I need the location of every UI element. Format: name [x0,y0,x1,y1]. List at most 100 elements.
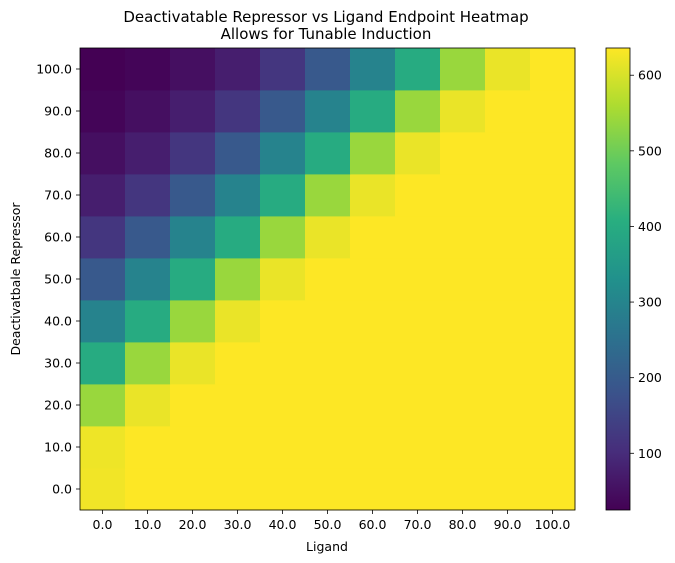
heatmap-cell [170,258,216,301]
heatmap-cell [260,384,306,427]
heatmap-cell [440,174,486,217]
y-tick-label: 90.0 [44,104,72,119]
heatmap-cell [80,342,126,385]
heatmap-cell [260,48,306,91]
heatmap-cell [305,426,351,469]
heatmap-cell [305,468,351,511]
heatmap-cell [170,300,216,343]
heatmap-cell [125,90,171,133]
heatmap-cell [440,258,486,301]
heatmap-cell [395,48,441,91]
heatmap-cell [395,342,441,385]
heatmap-cell [305,300,351,343]
heatmap-cell [350,48,396,91]
heatmap-cell [80,300,126,343]
heatmap-cell [530,216,576,259]
heatmap-cell [530,90,576,133]
colorbar-tick-label: 400 [638,219,662,234]
heatmap-cell [170,426,216,469]
heatmap-cell [170,90,216,133]
x-axis-ticks: 0.0 10.0 20.0 30.0 40.0 50.0 60.0 70.0 80.0 90.0 1… [93,510,570,532]
heatmap-cell [305,48,351,91]
heatmap-cell [260,132,306,175]
heatmap-cell [485,300,531,343]
heatmap-cell [350,468,396,511]
heatmap-cell [440,384,486,427]
heatmap-cell [80,132,126,175]
x-tick-label: 50.0 [314,517,342,532]
x-axis-label: Ligand [306,539,348,554]
y-tick-label: 70.0 [44,188,72,203]
heatmap-cell [80,258,126,301]
heatmap-cell [485,384,531,427]
colorbar-tick-label: 300 [638,295,662,310]
heatmap-cell [260,468,306,511]
heatmap-cell [350,132,396,175]
y-tick-label: 50.0 [44,272,72,287]
heatmap-cell [125,384,171,427]
y-tick-label: 80.0 [44,146,72,161]
heatmap-cell [530,258,576,301]
heatmap-cell [260,90,306,133]
heatmap-cell [260,300,306,343]
y-tick-label: 60.0 [44,230,72,245]
heatmap-cell [350,216,396,259]
heatmap-cell [440,90,486,133]
colorbar-tick-label: 500 [638,143,662,158]
heatmap-cell [215,48,261,91]
heatmap-cell [350,384,396,427]
y-tick-label: 20.0 [44,398,72,413]
x-tick-label: 30.0 [224,517,252,532]
heatmap-cell [215,174,261,217]
heatmap-cell [80,426,126,469]
heatmap-cell [350,90,396,133]
heatmap-cell [485,90,531,133]
heatmap-cell [440,468,486,511]
heatmap-cell [305,90,351,133]
heatmap-cell [485,342,531,385]
heatmap-cell [395,258,441,301]
heatmap-cell [170,48,216,91]
heatmap-cells [80,48,576,511]
heatmap-cell [215,132,261,175]
heatmap-cell [125,300,171,343]
heatmap-cell [215,300,261,343]
heatmap-cell [170,174,216,217]
heatmap-cell [215,258,261,301]
heatmap-cell [485,174,531,217]
heatmap-cell [260,342,306,385]
heatmap-cell [440,216,486,259]
heatmap-cell [215,342,261,385]
x-tick-label: 10.0 [134,517,162,532]
heatmap-cell [440,342,486,385]
heatmap-cell [395,132,441,175]
heatmap-cell [80,468,126,511]
heatmap-cell [125,132,171,175]
heatmap-cell [485,132,531,175]
heatmap-cell [305,216,351,259]
x-tick-label: 0.0 [93,517,113,532]
colorbar [605,47,631,511]
heatmap-cell [125,468,171,511]
y-tick-label: 40.0 [44,314,72,329]
heatmap-cell [260,216,306,259]
heatmap-cell [125,174,171,217]
heatmap-cell [260,426,306,469]
colorbar-tick-label: 600 [638,68,662,83]
heatmap-cell [395,300,441,343]
heatmap-cell [215,468,261,511]
heatmap-cell [530,174,576,217]
heatmap-cell [530,384,576,427]
heatmap-cell [350,174,396,217]
heatmap-cell [260,174,306,217]
heatmap-cell [170,132,216,175]
heatmap-cell [170,216,216,259]
heatmap-cell [305,384,351,427]
y-axis-label: Deactivatbale Repressor [8,202,23,356]
heatmap-cell [530,342,576,385]
x-tick-label: 80.0 [449,517,477,532]
colorbar-tick-label: 100 [638,446,662,461]
chart-subtitle: Allows for Tunable Induction [221,25,432,43]
heatmap-cell [215,426,261,469]
